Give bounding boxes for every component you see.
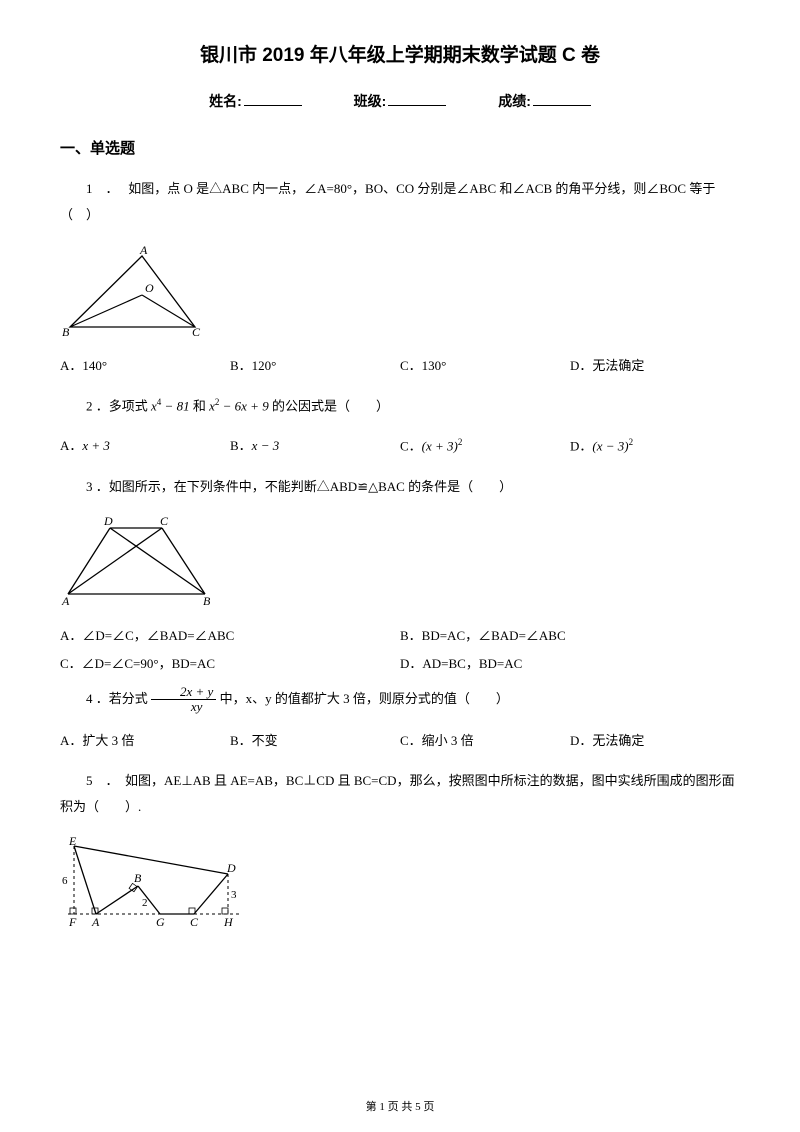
q2-optC[interactable]: C．(x + 3)2 [400,433,570,459]
q4-frac-num: 2x + y [151,685,216,700]
q3-optA[interactable]: A．∠D=∠C，∠BAD=∠ABC [60,622,400,651]
label-C: C [192,325,201,337]
q2-optD-expr: (x − 3) [592,439,628,454]
q1-options: A．140° B．120° C．130° D．无法确定 [60,353,740,379]
name-blank[interactable] [244,92,302,106]
label-G: G [156,915,165,929]
q2-optC-expr: (x + 3) [422,439,458,454]
q2-optB-label: B． [230,438,252,453]
q4-suffix: 中，x、y 的值都扩大 3 倍，则原分式的值（ ） [220,691,509,706]
page-footer: 第 1 页 共 5 页 [0,1098,800,1114]
q3-optD[interactable]: D．AD=BC，BD=AC [400,650,740,679]
student-info-line: 姓名: 班级: 成绩: [60,91,740,111]
label-A: A [139,243,148,257]
q2-optA-expr: x + 3 [82,438,110,453]
q2-suffix: 的公因式是（ ） [272,398,389,413]
q2-optB-expr: x − 3 [252,438,280,453]
label-E: E [68,834,77,848]
q5-figure: E F A B G C D H 6 2 3 [60,834,740,933]
q4-prefix: 4 ．若分式 [86,691,148,706]
q4-options: A．扩大 3 倍 B．不变 C．缩小 3 倍 D．无法确定 [60,728,740,754]
section-title: 一、单选题 [60,137,740,158]
q3-text: 3 ．如图所示，在下列条件中，不能判断△ABD≌△BAC 的条件是（ ） [60,474,740,500]
q2-optC-exp: 2 [458,437,463,447]
q2-optD-label: D． [570,439,592,454]
q4-text: 4 ．若分式 2x + y xy 中，x、y 的值都扩大 3 倍，则原分式的值（… [60,685,740,715]
label-B: B [203,594,211,606]
q2-mid: 和 [193,398,206,413]
label-3: 3 [231,889,237,901]
q2-expr1-tail: − 81 [161,398,189,413]
label-A: A [61,594,70,606]
q3-figure: D C A B [60,514,740,610]
q3-options: A．∠D=∠C，∠BAD=∠ABC B．BD=AC，∠BAD=∠ABC C．∠D… [60,622,740,679]
q4-optB[interactable]: B．不变 [230,728,400,754]
class-label: 班级: [354,93,387,109]
q4-frac-den: xy [151,700,216,714]
label-B: B [62,325,70,337]
page-title: 银川市 2019 年八年级上学期期末数学试题 C 卷 [60,40,740,67]
q4-optA[interactable]: A．扩大 3 倍 [60,728,230,754]
name-label: 姓名: [209,93,242,109]
label-D: D [103,514,113,528]
label-A: A [91,915,100,929]
q1-optD[interactable]: D．无法确定 [570,353,740,379]
q2-optA[interactable]: A．x + 3 [60,433,230,459]
q1-optC[interactable]: C．130° [400,353,570,379]
q1-text: 1 ． 如图，点 O 是△ABC 内一点，∠A=80°，BO、CO 分别是∠AB… [60,176,740,228]
class-blank[interactable] [388,92,446,106]
label-H: H [223,915,234,929]
label-2: 2 [142,897,148,909]
q4-fraction: 2x + y xy [151,685,216,715]
q1-optA[interactable]: A．140° [60,353,230,379]
q4-optD[interactable]: D．无法确定 [570,728,740,754]
q3-optC[interactable]: C．∠D=∠C=90°，BD=AC [60,650,400,679]
q1-optB[interactable]: B．120° [230,353,400,379]
q2-options: A．x + 3 B．x − 3 C．(x + 3)2 D．(x − 3)2 [60,433,740,459]
q2-optA-label: A． [60,438,82,453]
score-label: 成绩: [498,93,531,109]
q1-figure: A B C O [60,242,740,341]
q2-optD[interactable]: D．(x − 3)2 [570,433,740,459]
q4-optC[interactable]: C．缩小 3 倍 [400,728,570,754]
q2-prefix: 2 ．多项式 [86,398,148,413]
score-blank[interactable] [533,92,591,106]
label-6: 6 [62,875,68,887]
q2-optD-exp: 2 [629,437,634,447]
q2-expr2-tail: − 6x + 9 [219,398,268,413]
label-D: D [226,861,236,875]
q5-text: 5 ． 如图，AE⊥AB 且 AE=AB，BC⊥CD 且 BC=CD，那么，按照… [60,768,740,820]
label-C: C [160,514,169,528]
label-C: C [190,915,199,929]
q2-optC-label: C． [400,439,422,454]
q3-optB[interactable]: B．BD=AC，∠BAD=∠ABC [400,622,740,651]
q2-text: 2 ．多项式 x4 − 81 和 x2 − 6x + 9 的公因式是（ ） [60,393,740,419]
label-O: O [145,281,154,295]
label-B: B [134,871,142,885]
label-F: F [68,915,77,929]
q2-optB[interactable]: B．x − 3 [230,433,400,459]
